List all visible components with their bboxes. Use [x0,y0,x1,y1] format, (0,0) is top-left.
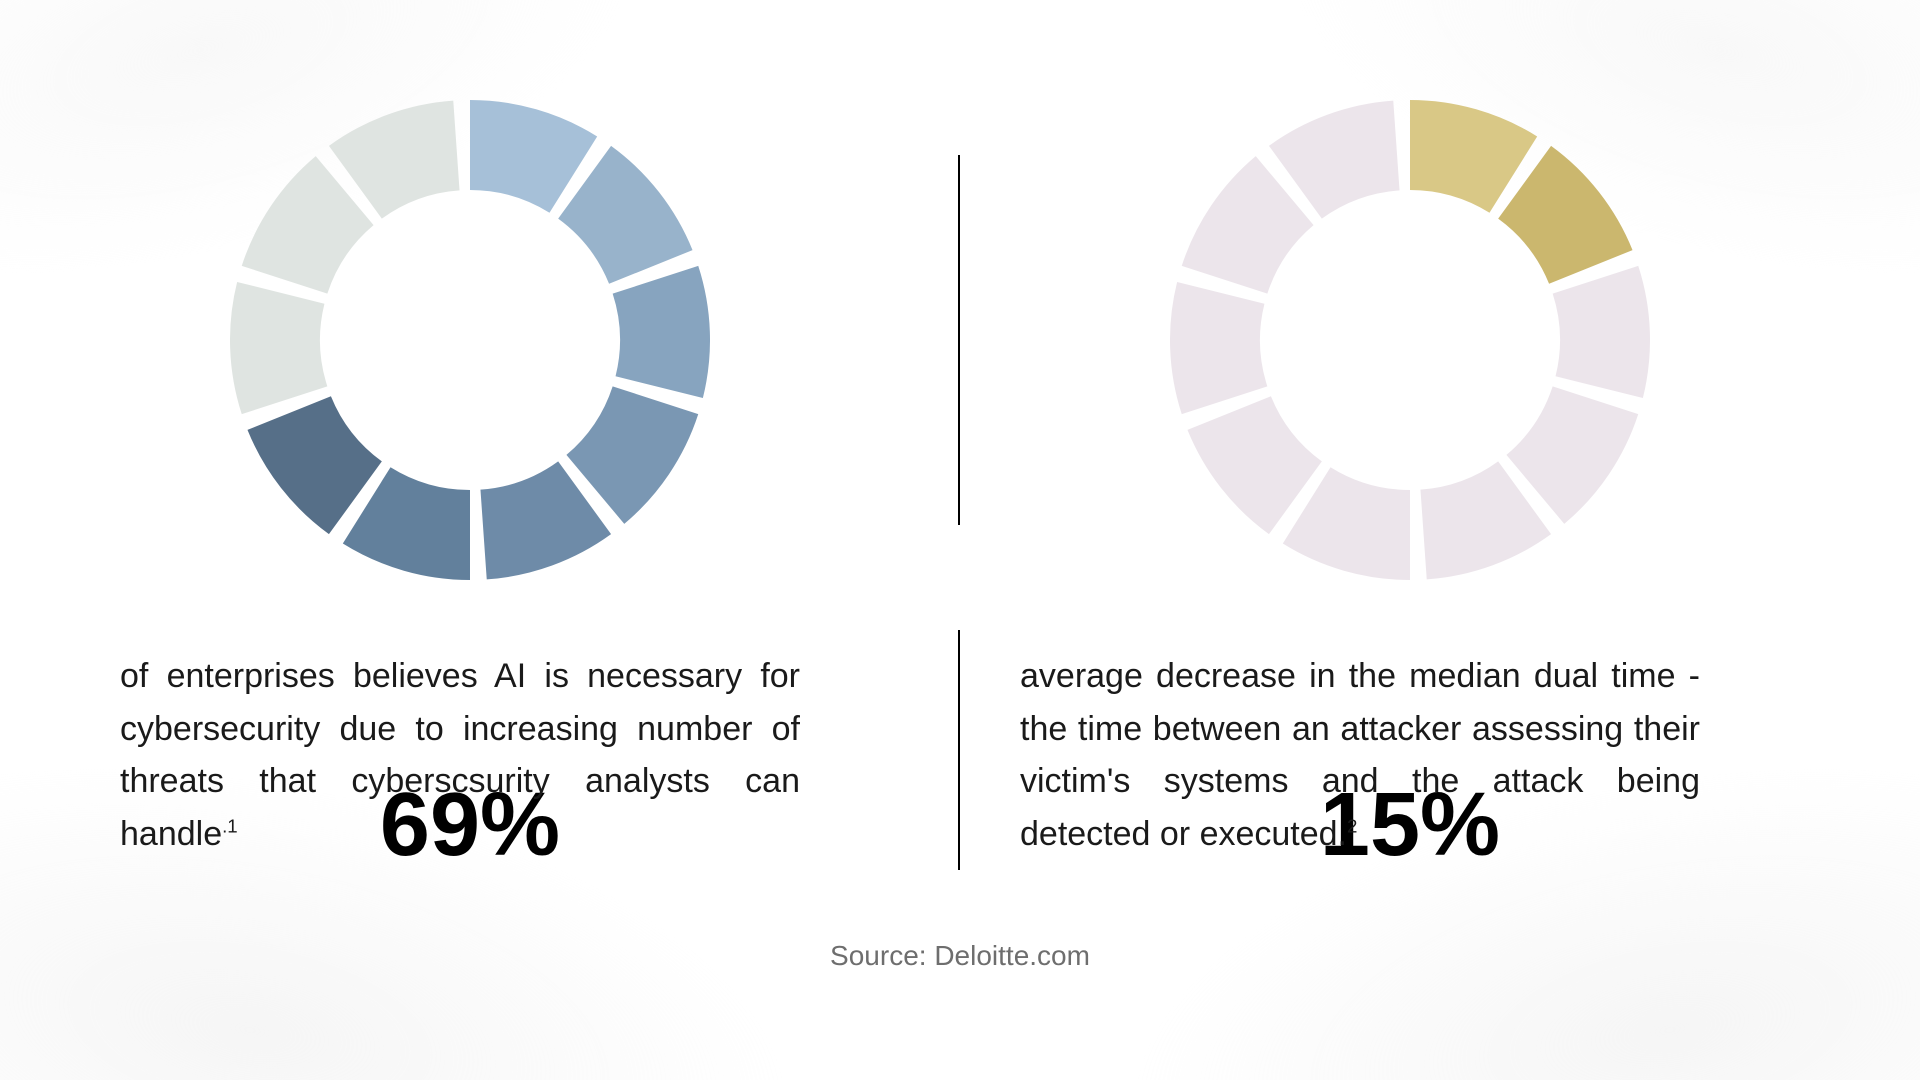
right-description: average decrease in the median dual time… [1020,650,1700,861]
center-divider-bottom [958,630,960,870]
center-divider-top [958,155,960,525]
donut-segment [1553,266,1650,398]
right-donut-chart: 15% [1170,100,1650,585]
donut-segment [1170,282,1267,414]
left-donut-chart: 69% [230,100,710,585]
donut-segment [230,282,327,414]
right-donut-svg [1170,100,1650,580]
infographic-page: 69% 15% of enterprises believes AI is ne… [0,0,1920,1080]
left-donut-svg [230,100,710,580]
source-citation: Source: Deloitte.com [0,940,1920,972]
donut-segment [613,266,710,398]
right-footnote: 2 [1347,816,1357,837]
right-description-text: average decrease in the median dual time… [1020,657,1700,853]
left-description: of enterprises believes AI is necessary … [120,650,800,861]
left-footnote: .1 [222,816,238,837]
